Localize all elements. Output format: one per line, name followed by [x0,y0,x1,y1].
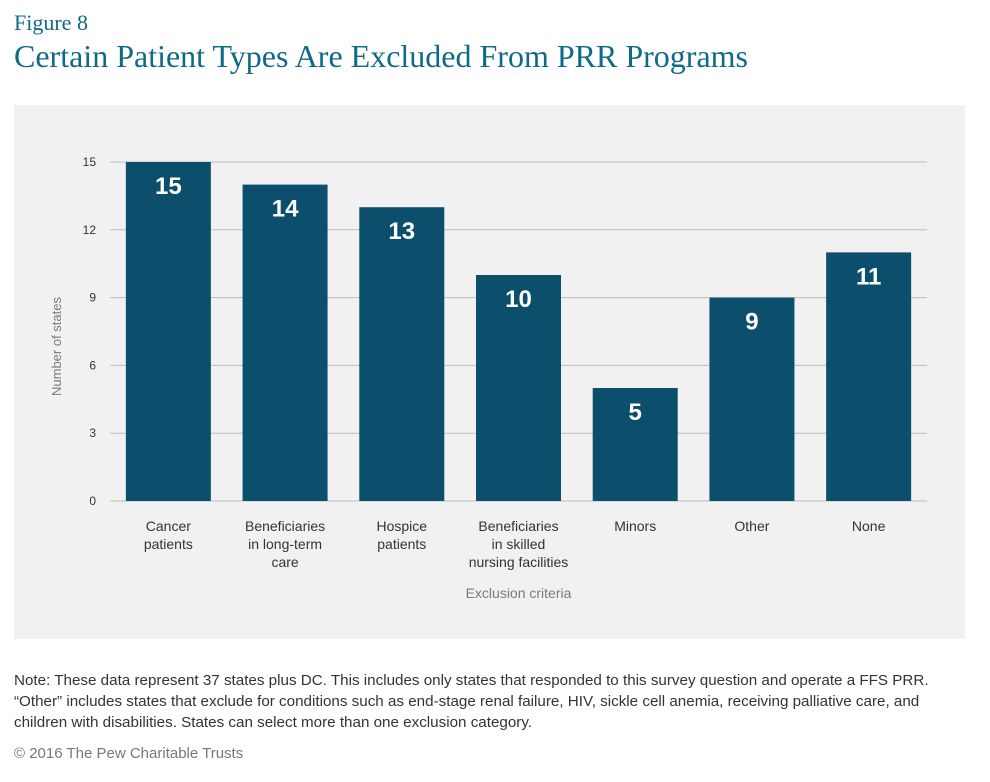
x-category-label: Beneficiaries [245,518,325,534]
x-category-label: in long-term [248,536,322,552]
x-category-label: Hospice [376,518,427,534]
x-axis-title: Exclusion criteria [466,585,572,601]
bar-value-label: 10 [505,286,532,313]
bar [125,162,211,501]
bar-value-label: 14 [272,196,299,223]
x-category-label: Beneficiaries [478,518,558,534]
x-category-label: care [271,554,298,570]
bar-value-label: 13 [388,218,415,245]
x-category-label: in skilled [492,536,546,552]
bar [709,297,795,501]
x-category-label: patients [144,536,193,552]
bar-value-label: 5 [629,399,642,426]
bar [359,207,445,501]
chart-title: Certain Patient Types Are Excluded From … [14,38,748,74]
x-category-label: Minors [614,518,656,534]
bar [592,388,678,501]
y-tick-label: 0 [89,494,96,508]
chart-panel: 0 3 6 9 12 15 Number of states 15 Cancer patients… [14,105,965,639]
x-category-label: None [852,518,886,534]
bar [826,252,912,501]
figure-label: Figure 8 [14,10,88,35]
y-tick-label: 3 [89,426,96,440]
y-axis-title: Number of states [49,297,64,396]
chart-note: Note: These data represent 37 states plu… [14,672,929,731]
bar-value-label: 9 [745,309,758,336]
bar-value-label: 15 [155,173,182,200]
y-tick-label: 6 [89,358,96,372]
x-category-label: Other [734,518,769,534]
bar-value-label: 11 [856,263,881,290]
x-category-label: nursing facilities [469,554,569,570]
bar [242,184,328,501]
x-category-label: patients [377,536,426,552]
bar-chart: 0 3 6 9 12 15 Number of states 15 Cancer patients… [49,155,927,601]
x-category-label: Cancer [146,518,191,534]
copyright: © 2016 The Pew Charitable Trusts [14,745,244,762]
y-tick-label: 12 [83,223,97,237]
y-tick-label: 9 [89,291,96,305]
bar [476,275,561,501]
y-tick-label: 15 [83,155,97,169]
